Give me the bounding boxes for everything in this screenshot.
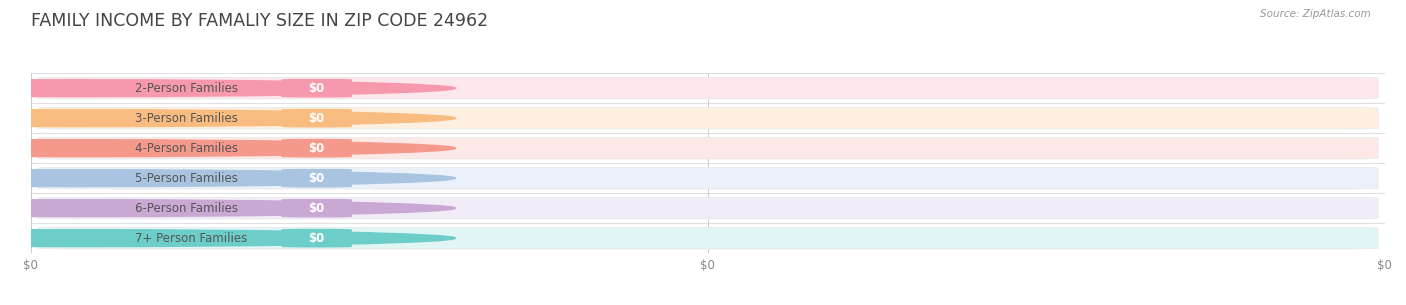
Circle shape	[0, 140, 456, 157]
FancyBboxPatch shape	[281, 79, 352, 98]
Text: $0: $0	[308, 82, 325, 95]
Circle shape	[0, 110, 456, 127]
Text: 4-Person Families: 4-Person Families	[135, 142, 238, 155]
Circle shape	[0, 80, 456, 97]
Text: 2-Person Families: 2-Person Families	[135, 82, 238, 95]
FancyBboxPatch shape	[38, 227, 1378, 249]
Text: $0: $0	[308, 112, 325, 125]
Text: $0: $0	[308, 232, 325, 245]
Text: $0: $0	[308, 172, 325, 185]
Circle shape	[0, 170, 456, 187]
Text: 7+ Person Families: 7+ Person Families	[135, 232, 247, 245]
FancyBboxPatch shape	[281, 229, 352, 247]
FancyBboxPatch shape	[38, 77, 1378, 99]
FancyBboxPatch shape	[38, 197, 1378, 219]
Text: Source: ZipAtlas.com: Source: ZipAtlas.com	[1260, 9, 1371, 19]
Text: $0: $0	[308, 142, 325, 155]
FancyBboxPatch shape	[281, 199, 352, 217]
Text: FAMILY INCOME BY FAMALIY SIZE IN ZIP CODE 24962: FAMILY INCOME BY FAMALIY SIZE IN ZIP COD…	[31, 12, 488, 30]
Text: $0: $0	[308, 202, 325, 215]
FancyBboxPatch shape	[38, 137, 1378, 159]
FancyBboxPatch shape	[281, 109, 352, 127]
FancyBboxPatch shape	[281, 139, 352, 157]
Text: 3-Person Families: 3-Person Families	[135, 112, 238, 125]
Text: 5-Person Families: 5-Person Families	[135, 172, 238, 185]
Circle shape	[0, 200, 456, 217]
Circle shape	[0, 230, 456, 247]
FancyBboxPatch shape	[38, 107, 1378, 129]
Text: 6-Person Families: 6-Person Families	[135, 202, 238, 215]
FancyBboxPatch shape	[38, 167, 1378, 189]
FancyBboxPatch shape	[281, 169, 352, 188]
